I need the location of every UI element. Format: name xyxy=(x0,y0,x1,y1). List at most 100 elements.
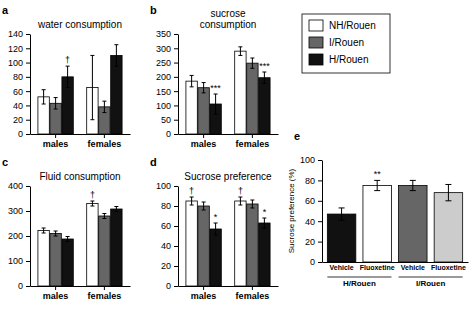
y-tick-label: 300 xyxy=(156,44,171,54)
y-tick-label: 350 xyxy=(156,29,171,39)
error-bar-cap xyxy=(238,55,242,56)
error-bar xyxy=(238,47,242,56)
x-tick-label: females xyxy=(88,139,122,149)
group-line xyxy=(399,277,463,278)
y-axis: 020406080100 xyxy=(156,181,179,291)
error-bar xyxy=(90,55,94,119)
error-bar-line xyxy=(55,231,56,236)
legend-frame xyxy=(302,14,390,73)
y-tick: 80 xyxy=(161,201,178,211)
y-tick-mark xyxy=(174,105,178,106)
y-tick: 20 xyxy=(305,237,322,247)
bar xyxy=(50,234,61,287)
y-tick-mark xyxy=(174,286,178,287)
error-bar-cap xyxy=(66,236,70,237)
error-bar-cap xyxy=(54,231,58,232)
bar xyxy=(399,186,427,263)
x-tick-mark xyxy=(55,134,56,138)
annotation: † xyxy=(65,55,70,65)
error-bar-line xyxy=(67,237,68,242)
y-tick-mark xyxy=(26,236,30,237)
y-axis-line xyxy=(178,187,179,287)
y-tick-label: 150 xyxy=(156,87,171,97)
y-tick-mark xyxy=(174,77,178,78)
y-tick: 120 xyxy=(8,44,30,54)
y-tick: 350 xyxy=(156,29,178,39)
error-bar xyxy=(90,201,94,206)
y-tick-mark xyxy=(26,91,30,92)
x-tick-label: males xyxy=(43,291,69,301)
x-tick-mark xyxy=(203,286,204,290)
y-tick-label: 50 xyxy=(161,115,171,125)
error-bar-cap xyxy=(90,119,94,120)
y-tick-label: 0 xyxy=(166,129,171,139)
x-axis: malesfemales xyxy=(179,134,279,149)
y-tick-label: 20 xyxy=(13,115,23,125)
plot-area xyxy=(327,180,462,262)
error-bar xyxy=(114,45,118,66)
error-bar-line xyxy=(341,208,342,220)
y-axis-title: Sucrose preference (%) xyxy=(287,168,296,253)
x-axis-line xyxy=(323,262,469,263)
y-axis: 020406080100120140 xyxy=(8,29,31,139)
error-bar-cap xyxy=(102,112,106,113)
error-bar-cap xyxy=(114,44,118,45)
error-bar-cap xyxy=(262,72,266,73)
figure: 020406080100120140water consumptiona†mal… xyxy=(0,0,474,316)
x-axis-line xyxy=(31,286,131,287)
y-tick-mark xyxy=(174,206,178,207)
title-line: Sucrose preference xyxy=(184,171,272,182)
bar xyxy=(99,216,110,286)
y-tick: 20 xyxy=(13,115,30,125)
y-tick: 40 xyxy=(13,101,30,111)
error-bar-line xyxy=(377,180,378,190)
y-tick: 60 xyxy=(161,221,178,231)
legend: NH/RouenI/RouenH/Rouen xyxy=(302,14,390,73)
y-tick-mark xyxy=(26,120,30,121)
error-bar-cap xyxy=(42,233,46,234)
y-tick-label: 100 xyxy=(156,101,171,111)
x-tick: females xyxy=(236,134,270,149)
y-tick-mark xyxy=(26,77,30,78)
y-tick: 0 xyxy=(18,281,30,291)
error-bar-cap xyxy=(250,200,254,201)
panel-label: c xyxy=(2,156,8,168)
error-bar-cap xyxy=(54,236,58,237)
x-tick: males xyxy=(43,286,69,301)
legend-label: NH/Rouen xyxy=(329,20,376,31)
plot-area xyxy=(38,45,122,134)
error-bar xyxy=(202,202,206,210)
bar xyxy=(186,201,197,286)
error-bar-line xyxy=(104,214,105,219)
error-bar-cap xyxy=(214,223,218,224)
x-tick: females xyxy=(88,286,122,301)
plot-area xyxy=(186,47,270,134)
error-bar-cap xyxy=(445,184,451,185)
y-tick-label: 60 xyxy=(13,87,23,97)
y-tick: 0 xyxy=(18,129,30,139)
y-tick-mark xyxy=(318,262,322,263)
y-axis-line xyxy=(322,161,323,263)
error-bar-line xyxy=(55,98,56,109)
y-tick-mark xyxy=(26,186,30,187)
x-tick: males xyxy=(43,134,69,149)
error-bar xyxy=(66,237,70,242)
group-line xyxy=(327,277,391,278)
error-bar-cap xyxy=(114,206,118,207)
y-tick-mark xyxy=(26,134,30,135)
bar xyxy=(434,193,462,262)
x-axis-line xyxy=(179,134,279,135)
y-tick-label: 100 xyxy=(8,256,23,266)
y-tick: 0 xyxy=(166,281,178,291)
error-bar-cap xyxy=(214,235,218,236)
texts: Sucrose preferenced**†† xyxy=(150,156,272,222)
error-bar-line xyxy=(92,55,93,119)
x-tick: Fluoxetine xyxy=(360,262,395,271)
legend-label: H/Rouen xyxy=(329,54,368,65)
error-bar-cap xyxy=(202,210,206,211)
y-tick-mark xyxy=(174,266,178,267)
bar xyxy=(186,81,197,134)
bar xyxy=(38,231,49,287)
y-tick-label: 60 xyxy=(305,196,315,206)
y-tick-label: 80 xyxy=(161,201,171,211)
